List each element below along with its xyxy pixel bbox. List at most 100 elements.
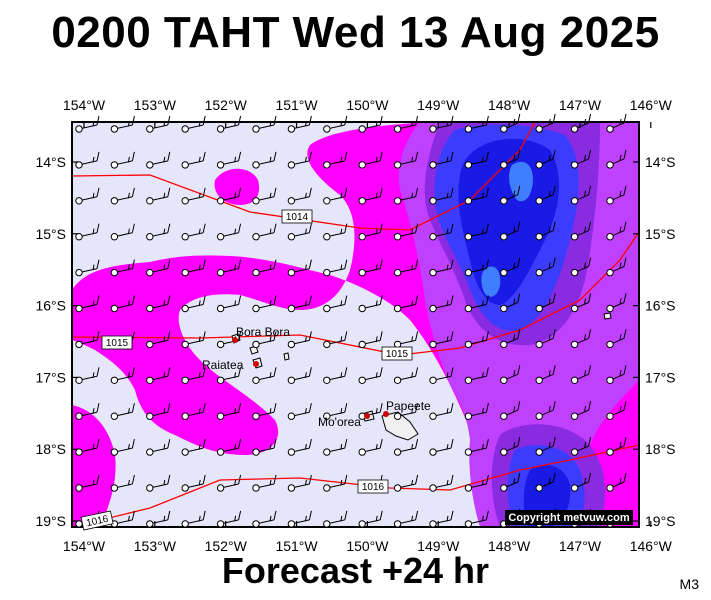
wind-barb [393,367,419,384]
wind-barb [252,510,277,528]
wind-barb [75,187,100,205]
wind-barb [110,259,135,277]
rain-area-deepblue-core-2 [481,266,501,297]
model-code: M3 [679,576,699,592]
wind-barb [75,115,100,133]
wind-barb [323,367,348,384]
isobar-label-text: 1015 [106,338,129,349]
wind-barb [464,223,489,241]
wind-barb [75,438,100,456]
wind-barb [181,295,206,313]
wind-barb [570,329,592,349]
lon-label-bottom: 153°W [134,538,177,554]
wind-barb [252,367,277,384]
wind-barb [606,293,627,313]
wind-barb [146,223,171,241]
wind-barb [75,151,100,169]
wind-barb [146,151,171,169]
wind-barb [570,472,592,492]
wind-barb [606,365,627,384]
wind-barb [287,223,312,241]
isobar-1014 [72,122,536,231]
place-marker-moorea [364,413,370,419]
wind-barb [358,438,383,456]
wind-barb [535,365,556,384]
wind-barb [323,259,348,277]
wind-barb [535,293,556,313]
lat-label-left: 16°S [35,298,66,314]
wind-barb [606,113,627,133]
wind-barb [287,474,312,492]
copyright-box: Copyright metvuw.com [505,510,633,525]
lon-label-bottom: 152°W [205,538,248,554]
wind-barb [570,221,592,241]
wind-barb [252,403,277,420]
wind-barb [393,403,419,420]
wind-barb [606,257,627,277]
wind-barb [75,403,100,420]
wind-barb [570,257,592,277]
wind-barb [216,367,242,384]
wind-barb [429,438,454,456]
places: Bora Bora Raiatea Mo'orea Papeete [202,325,431,429]
wind-barb [323,187,348,205]
wind-barb [606,329,627,349]
wind-barb [429,151,454,169]
wind-barb [429,187,454,205]
wind-barb [535,185,556,205]
wind-barb [146,115,171,133]
wind-barb [358,223,383,241]
lat-label-left: 19°S [35,513,66,529]
wind-barb [146,295,171,313]
place-label-raiatea: Raiatea [202,358,244,372]
wind-barb [570,293,592,313]
wind-barb [464,331,489,349]
wind-barb [570,365,592,384]
wind-barb [393,187,419,205]
wind-barb [570,185,592,205]
lon-label-top: 151°W [275,97,318,113]
wind-barb [181,474,206,492]
wind-barb [252,223,277,241]
wind-barb [181,438,206,456]
lat-label-left: 14°S [35,154,66,170]
lat-label-right: 17°S [645,369,676,385]
wind-barb [358,259,383,277]
wind-barb [358,187,383,205]
wind-barb [323,331,348,349]
wind-barb [287,438,312,456]
wind-barb [358,367,383,384]
wind-barb [216,151,242,169]
wind-barb [110,115,135,133]
wind-barb [216,223,242,241]
chart-title: 0200 TAHT Wed 13 Aug 2025 [51,8,660,57]
wind-barb [287,331,312,349]
lon-label-top: 149°W [417,97,460,113]
wind-barb [287,510,312,528]
wind-barb [75,259,100,277]
wind-barb [535,436,556,456]
wind-barb [606,472,627,492]
wind-barb [429,510,454,528]
lat-label-right: 14°S [645,154,676,170]
island-huahine [283,352,290,361]
wind-barb [393,151,419,169]
place-marker-bora-bora [232,337,238,343]
wind-barb [252,151,277,169]
wind-barb [500,293,521,313]
wind-barb [535,257,556,277]
wind-barb [464,367,489,384]
wind-barb [287,259,312,277]
wind-barb [464,295,489,313]
wind-barb [500,401,521,420]
rain-area-magenta-south [72,405,116,527]
place-marker-papeete [383,411,389,417]
wind-barb [110,367,135,384]
place-label-papeete: Papeete [386,399,431,413]
wind-barb [216,474,242,492]
wind-barb [181,510,206,528]
wind-barb [216,295,242,313]
wind-barb [252,115,277,133]
wind-barb [429,115,454,133]
wind-barb [358,115,383,133]
